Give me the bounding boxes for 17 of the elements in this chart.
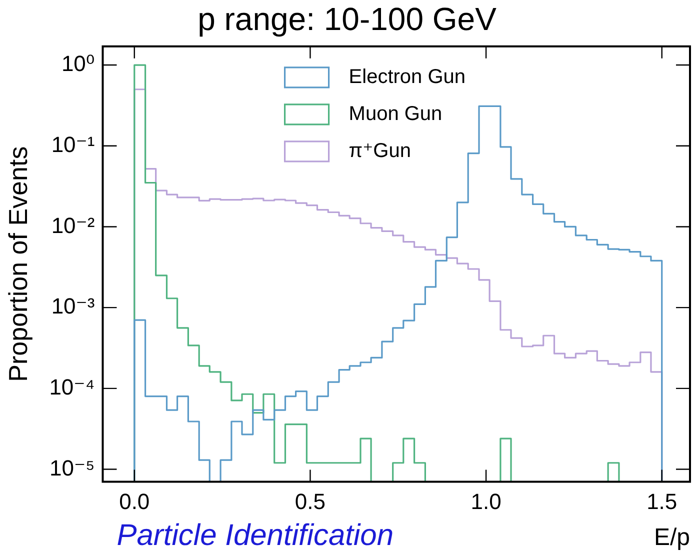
y-axis-title: Proportion of Events — [2, 146, 33, 382]
chart-title: p range: 10-100 GeV — [198, 1, 498, 38]
legend-label: π⁺Gun — [348, 140, 411, 162]
legend-label: Muon Gun — [348, 102, 442, 125]
x-tick-label: 1.5 — [646, 489, 678, 514]
y-tick-label: 10⁰ — [61, 51, 95, 76]
x-tick-label: 1.0 — [470, 489, 502, 514]
text: Particle Identification — [116, 519, 394, 552]
legend-label: Electron Gun — [348, 66, 466, 88]
y-tick-label: 10⁻² — [51, 212, 95, 238]
y-tick-label: 10⁻⁵ — [50, 455, 95, 480]
y-tick-label: 10⁻³ — [51, 294, 95, 319]
x-tick-label: 0.5 — [294, 489, 326, 514]
x-axis-title: E/p — [654, 524, 690, 552]
y-tick-label: 10⁻⁴ — [49, 374, 95, 400]
x-tick-label: 0.0 — [119, 489, 150, 514]
y-tick-label: 10⁻¹ — [51, 132, 95, 157]
